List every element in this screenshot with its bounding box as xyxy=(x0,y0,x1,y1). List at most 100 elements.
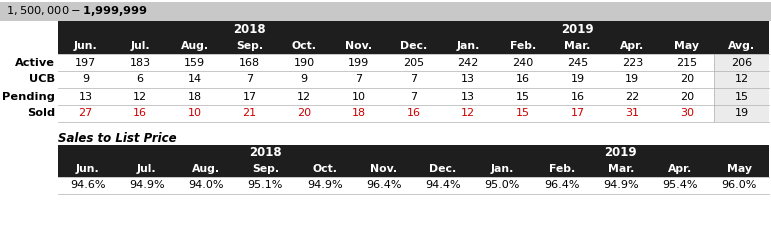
Text: 94.9%: 94.9% xyxy=(603,181,638,191)
Text: 240: 240 xyxy=(512,58,534,68)
Text: Mar.: Mar. xyxy=(608,164,634,174)
Text: 12: 12 xyxy=(461,109,475,119)
Text: 9: 9 xyxy=(301,75,308,85)
Bar xyxy=(714,105,769,122)
Text: 2018: 2018 xyxy=(233,23,266,36)
Text: 95.1%: 95.1% xyxy=(247,181,283,191)
Text: Pending: Pending xyxy=(2,92,55,102)
Text: Oct.: Oct. xyxy=(312,164,337,174)
Text: May: May xyxy=(727,164,752,174)
Text: 21: 21 xyxy=(242,109,257,119)
Text: 19: 19 xyxy=(571,75,584,85)
Text: 17: 17 xyxy=(571,109,584,119)
Text: 14: 14 xyxy=(187,75,202,85)
Text: 199: 199 xyxy=(348,58,369,68)
Text: 223: 223 xyxy=(621,58,643,68)
Bar xyxy=(58,38,769,54)
Text: Feb.: Feb. xyxy=(548,164,574,174)
Text: 7: 7 xyxy=(410,75,417,85)
Text: 95.0%: 95.0% xyxy=(485,181,520,191)
Text: Nov.: Nov. xyxy=(345,41,372,51)
Text: 22: 22 xyxy=(625,92,639,102)
Bar xyxy=(58,161,769,177)
Text: Sep.: Sep. xyxy=(252,164,279,174)
Text: 9: 9 xyxy=(82,75,89,85)
Text: 20: 20 xyxy=(680,92,694,102)
Text: 94.4%: 94.4% xyxy=(426,181,461,191)
Text: 31: 31 xyxy=(625,109,639,119)
Text: 168: 168 xyxy=(239,58,260,68)
Text: 20: 20 xyxy=(680,75,694,85)
Bar xyxy=(714,88,769,105)
Text: 13: 13 xyxy=(79,92,93,102)
Text: 12: 12 xyxy=(735,75,749,85)
Text: Nov.: Nov. xyxy=(370,164,397,174)
Text: 16: 16 xyxy=(516,75,530,85)
Text: Feb.: Feb. xyxy=(510,41,536,51)
Text: 19: 19 xyxy=(625,75,639,85)
Text: Dec.: Dec. xyxy=(429,164,456,174)
Text: 20: 20 xyxy=(297,109,311,119)
Text: May: May xyxy=(675,41,699,51)
Text: Aug.: Aug. xyxy=(180,41,209,51)
Text: 205: 205 xyxy=(403,58,424,68)
Text: 16: 16 xyxy=(133,109,147,119)
Text: $1,500,000 - $1,999,999: $1,500,000 - $1,999,999 xyxy=(6,4,148,18)
Text: 96.0%: 96.0% xyxy=(722,181,757,191)
Bar xyxy=(0,2,771,21)
Text: 206: 206 xyxy=(731,58,752,68)
Text: Apr.: Apr. xyxy=(620,41,645,51)
Bar xyxy=(714,71,769,88)
Text: Sales to List Price: Sales to List Price xyxy=(58,131,177,144)
Text: Aug.: Aug. xyxy=(192,164,221,174)
Text: 6: 6 xyxy=(136,75,143,85)
Text: 13: 13 xyxy=(461,75,475,85)
Text: 16: 16 xyxy=(571,92,584,102)
Text: 2019: 2019 xyxy=(604,147,637,160)
Text: Mar.: Mar. xyxy=(564,41,591,51)
Text: 12: 12 xyxy=(133,92,147,102)
Text: 30: 30 xyxy=(680,109,694,119)
Text: 7: 7 xyxy=(355,75,362,85)
Text: Avg.: Avg. xyxy=(728,41,756,51)
Text: 95.4%: 95.4% xyxy=(662,181,698,191)
Text: 15: 15 xyxy=(735,92,749,102)
Text: Apr.: Apr. xyxy=(668,164,692,174)
Text: 215: 215 xyxy=(676,58,698,68)
Text: 190: 190 xyxy=(294,58,315,68)
Text: Jul.: Jul. xyxy=(130,41,150,51)
Text: 18: 18 xyxy=(352,109,366,119)
Text: 18: 18 xyxy=(187,92,202,102)
Text: Sep.: Sep. xyxy=(236,41,263,51)
Text: 94.9%: 94.9% xyxy=(129,181,165,191)
Text: 245: 245 xyxy=(567,58,588,68)
Bar xyxy=(58,145,769,161)
Text: Oct.: Oct. xyxy=(291,41,317,51)
Text: Sold: Sold xyxy=(27,109,55,119)
Text: 17: 17 xyxy=(242,92,257,102)
Text: 96.4%: 96.4% xyxy=(544,181,579,191)
Text: 2018: 2018 xyxy=(249,147,281,160)
Text: Active: Active xyxy=(15,58,55,68)
Text: Jan.: Jan. xyxy=(490,164,514,174)
Text: Jun.: Jun. xyxy=(76,164,99,174)
Text: 159: 159 xyxy=(184,58,205,68)
Text: 10: 10 xyxy=(187,109,202,119)
Text: 197: 197 xyxy=(75,58,96,68)
Text: 10: 10 xyxy=(352,92,365,102)
Text: 242: 242 xyxy=(457,58,479,68)
Text: 12: 12 xyxy=(297,92,311,102)
Text: 15: 15 xyxy=(516,109,530,119)
Text: 7: 7 xyxy=(410,92,417,102)
Text: 27: 27 xyxy=(78,109,93,119)
Text: 94.6%: 94.6% xyxy=(70,181,106,191)
Text: Jun.: Jun. xyxy=(73,41,97,51)
Text: Jan.: Jan. xyxy=(456,41,480,51)
Text: Jul.: Jul. xyxy=(137,164,157,174)
Text: 15: 15 xyxy=(516,92,530,102)
Text: 16: 16 xyxy=(406,109,420,119)
Bar xyxy=(58,21,769,38)
Text: UCB: UCB xyxy=(29,75,55,85)
Text: 96.4%: 96.4% xyxy=(366,181,402,191)
Text: 19: 19 xyxy=(735,109,749,119)
